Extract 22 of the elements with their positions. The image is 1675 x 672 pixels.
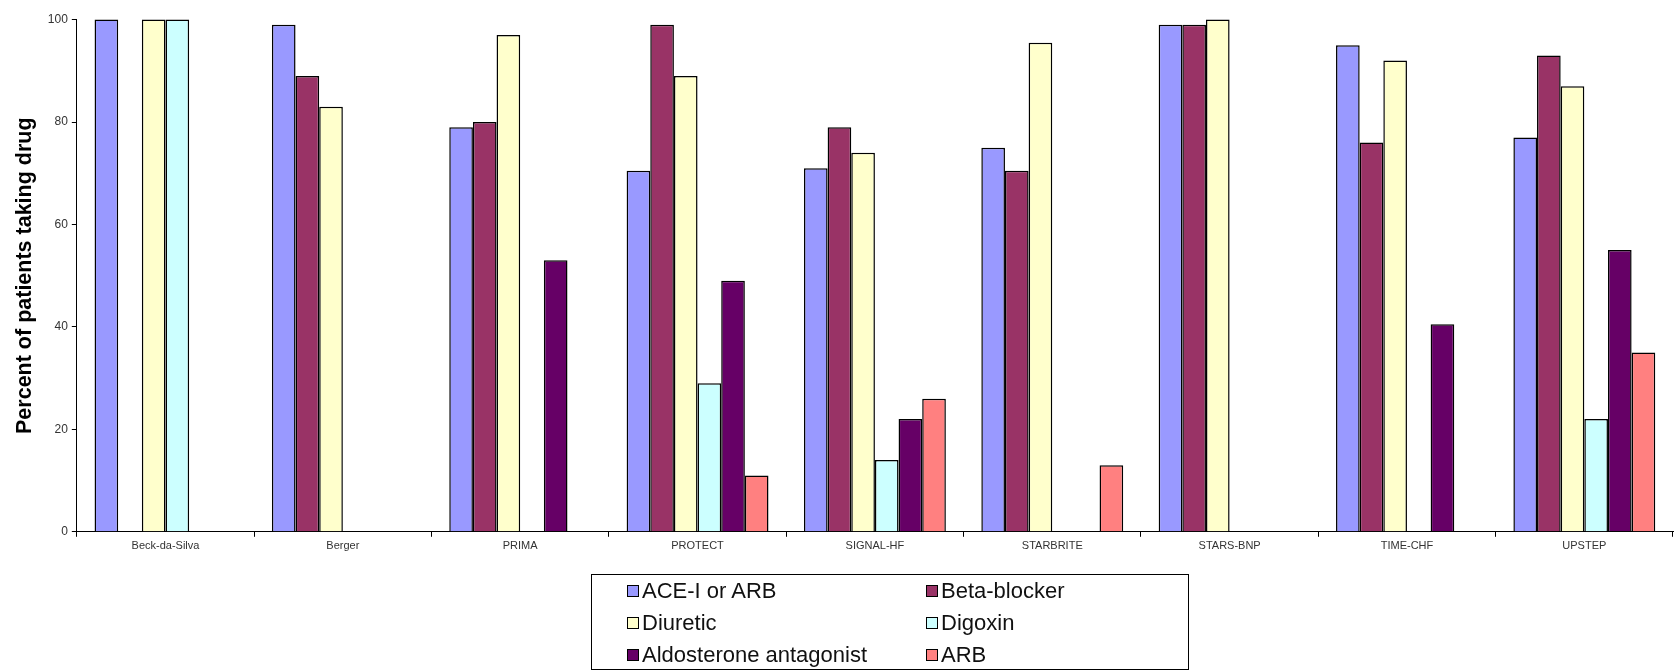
legend-label: ACE-I or ARB xyxy=(642,578,777,604)
x-tick-label: STARBRITE xyxy=(1021,539,1083,552)
x-tick-label: Beck-da-Silva xyxy=(131,539,201,552)
legend-label: ARB xyxy=(941,642,987,668)
x-tick-label: STARS-BNP xyxy=(1198,539,1261,552)
y-tick-label: 20 xyxy=(54,421,69,436)
legend-label: Beta-blocker xyxy=(941,578,1065,604)
y-tick-label: 80 xyxy=(54,114,69,129)
x-tick-label: PRIMA xyxy=(502,539,539,552)
legend-label: Aldosterone antagonist xyxy=(642,642,868,668)
y-tick-label: 60 xyxy=(54,216,69,231)
y-tick-label: 100 xyxy=(47,11,69,26)
y-axis-title: Percent of patients taking drug xyxy=(11,117,36,434)
y-tick-label: 0 xyxy=(61,524,69,539)
x-tick-label: UPSTEP xyxy=(1562,539,1607,552)
legend-label: Diuretic xyxy=(642,610,717,636)
x-tick-label: Berger xyxy=(326,539,360,552)
x-tick-label: TIME-CHF xyxy=(1380,539,1434,552)
y-tick-label: 40 xyxy=(54,319,69,334)
x-tick-label: SIGNAL-HF xyxy=(845,539,905,552)
x-tick-label: PROTECT xyxy=(671,539,725,552)
legend-label: Digoxin xyxy=(941,610,1015,636)
